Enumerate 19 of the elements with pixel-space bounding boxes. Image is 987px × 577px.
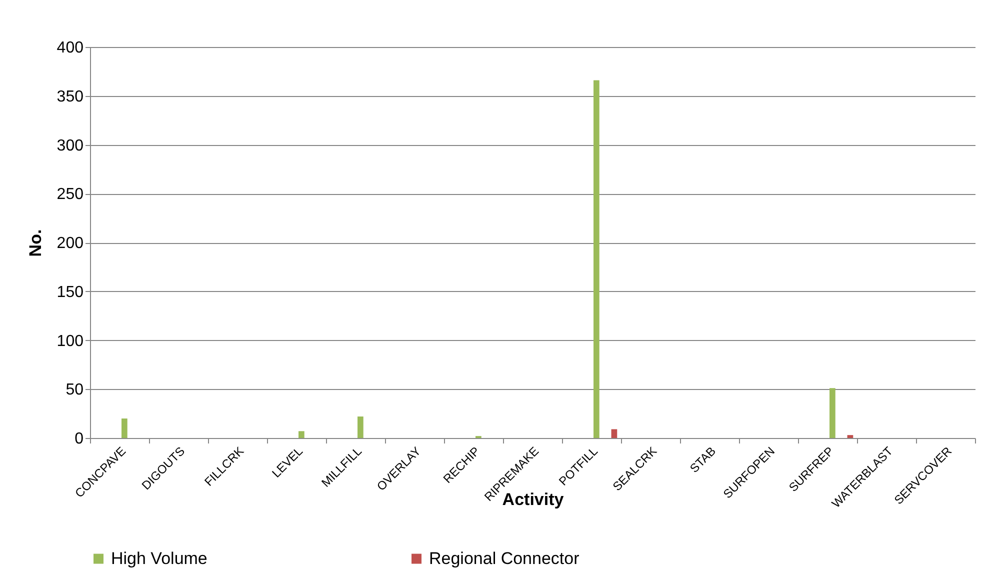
bar [357, 416, 364, 438]
bar [829, 388, 836, 438]
bar [593, 80, 600, 438]
y-tick-label: 150 [56, 284, 84, 301]
y-axis-title: No. [26, 229, 45, 257]
bar [298, 431, 304, 438]
y-tick-label: 300 [56, 137, 84, 154]
bar [121, 418, 128, 438]
y-tick-label: 100 [56, 332, 84, 350]
y-tick-label: 50 [66, 382, 84, 399]
y-tick-label: 200 [56, 235, 84, 252]
bar [847, 435, 854, 438]
y-tick-label: 400 [56, 40, 84, 56]
legend-label: High Volume [111, 548, 208, 568]
bar [611, 429, 618, 438]
y-tick-label: 350 [56, 88, 84, 106]
legend-label: Regional Connector [429, 548, 580, 568]
y-tick-label: 0 [74, 430, 84, 448]
y-tick-label: 250 [56, 186, 84, 204]
